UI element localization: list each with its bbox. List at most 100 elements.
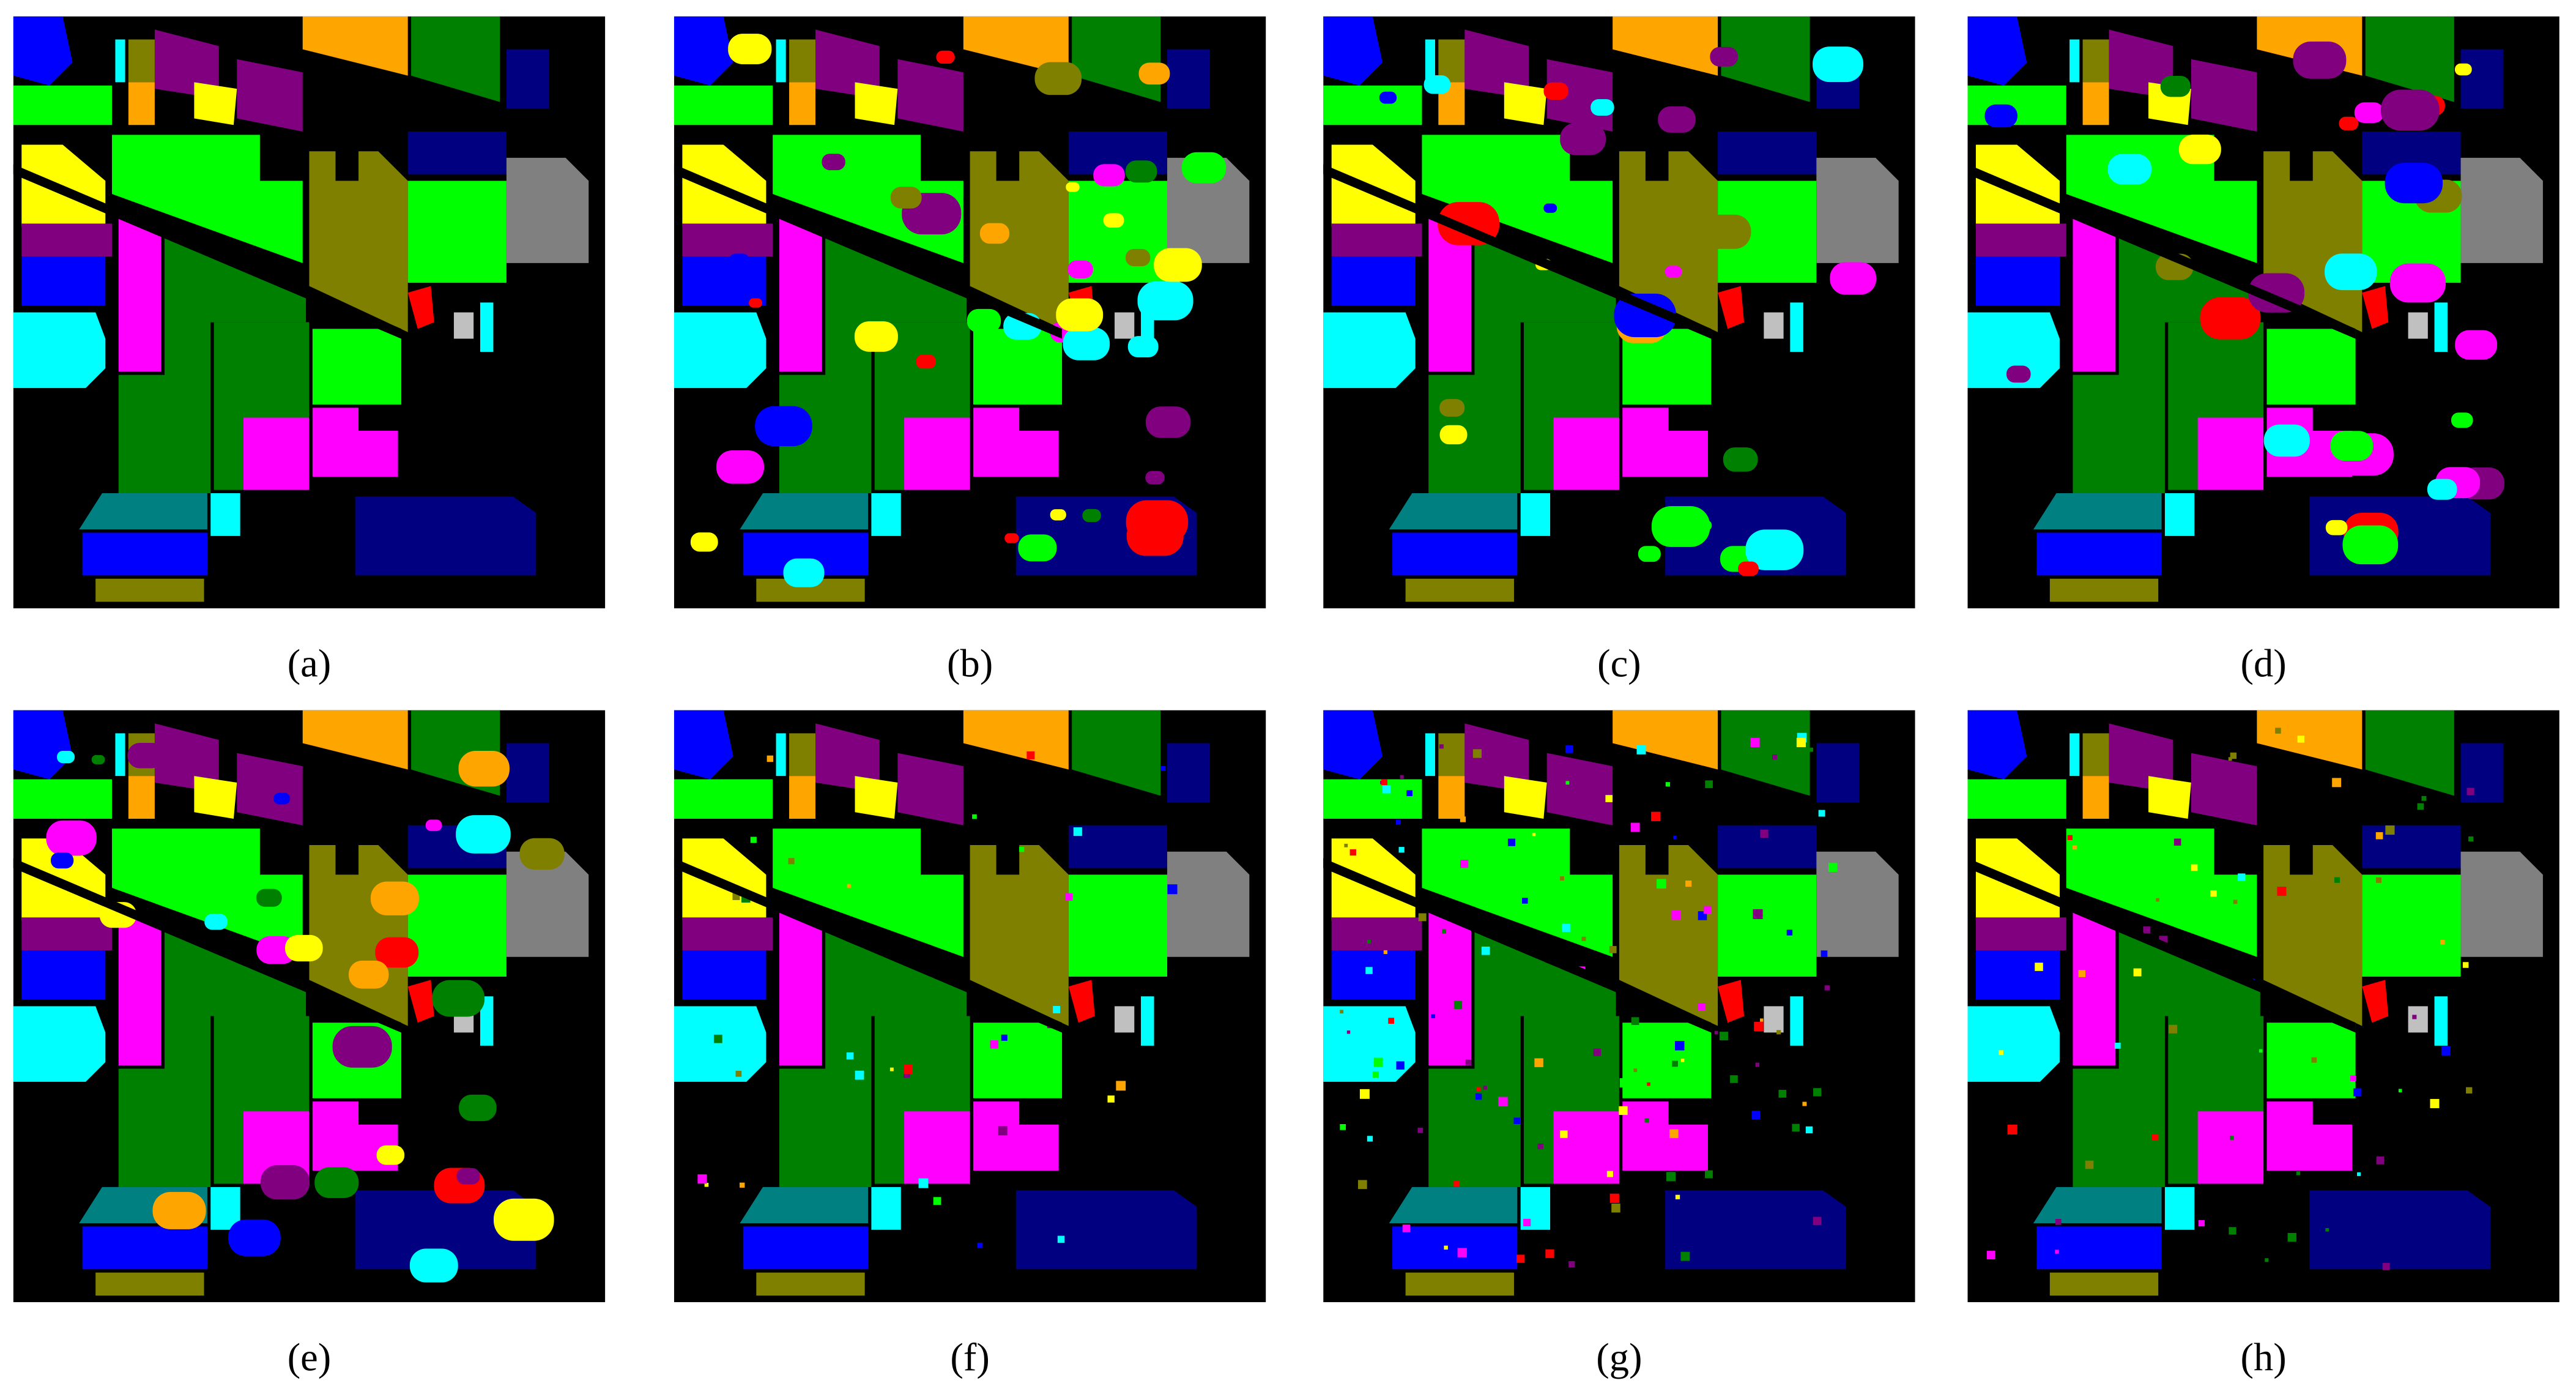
map-noise bbox=[1745, 529, 1804, 570]
panel-label: (c) bbox=[1597, 642, 1641, 685]
map-region bbox=[897, 59, 963, 132]
map-region bbox=[1721, 16, 1810, 102]
map-noise bbox=[1651, 506, 1710, 547]
map-noise bbox=[735, 1070, 742, 1077]
map-region bbox=[154, 723, 219, 793]
map-region bbox=[2365, 710, 2454, 796]
map-noise bbox=[2073, 845, 2077, 850]
map-noise bbox=[1344, 843, 1348, 848]
map-noise bbox=[788, 858, 795, 865]
map-noise bbox=[990, 1040, 999, 1049]
map-noise bbox=[967, 308, 1001, 333]
map-noise bbox=[2357, 1172, 2361, 1176]
map-region bbox=[1622, 408, 1708, 477]
map-region bbox=[2049, 578, 2159, 602]
map-noise bbox=[1671, 910, 1681, 920]
map-noise bbox=[2325, 520, 2348, 535]
map-region bbox=[82, 532, 207, 576]
map-noise bbox=[1349, 849, 1356, 856]
map-noise bbox=[2325, 1228, 2329, 1232]
map-noise bbox=[783, 558, 825, 587]
map-region bbox=[682, 223, 773, 257]
map-noise bbox=[1403, 986, 1410, 993]
map-noise bbox=[1543, 82, 1568, 100]
map-noise bbox=[1004, 533, 1019, 543]
map-noise bbox=[2191, 864, 2198, 871]
map-region bbox=[789, 82, 816, 125]
map-region bbox=[1068, 980, 1095, 1023]
map-region bbox=[1323, 312, 1416, 389]
map-noise bbox=[1560, 123, 1606, 155]
map-region bbox=[407, 874, 507, 977]
map-noise bbox=[2160, 75, 2191, 97]
map-noise bbox=[1181, 152, 1227, 184]
map-region bbox=[674, 16, 733, 86]
map-noise bbox=[1619, 1106, 1628, 1116]
map-region bbox=[2109, 723, 2173, 793]
map-region bbox=[118, 904, 161, 1066]
map-noise bbox=[349, 960, 389, 989]
map-noise bbox=[2055, 1250, 2059, 1254]
map-noise bbox=[1609, 1193, 1619, 1203]
map-noise bbox=[1750, 737, 1760, 747]
map-noise bbox=[729, 253, 750, 269]
map-noise bbox=[1824, 985, 1830, 991]
classification-map bbox=[13, 710, 606, 1302]
map-noise bbox=[1167, 884, 1178, 895]
map-noise bbox=[256, 889, 282, 907]
map-region bbox=[2073, 904, 2116, 1066]
map-region bbox=[237, 59, 303, 132]
classification-map bbox=[1323, 16, 1915, 609]
map-noise bbox=[2385, 163, 2443, 204]
map-region bbox=[13, 1006, 106, 1082]
map-region bbox=[1619, 845, 1718, 1026]
map-noise bbox=[1532, 832, 1536, 836]
map-noise bbox=[1381, 779, 1388, 786]
map-region bbox=[506, 851, 589, 957]
map-noise bbox=[2385, 825, 2395, 835]
map-region bbox=[674, 779, 773, 819]
map-noise bbox=[1396, 1061, 1405, 1070]
map-noise bbox=[1522, 898, 1528, 904]
map-noise bbox=[1481, 946, 1490, 955]
map-noise bbox=[2228, 757, 2232, 761]
map-region bbox=[674, 1006, 766, 1082]
map-noise bbox=[1388, 1018, 1395, 1024]
map-region bbox=[355, 1190, 536, 1270]
map-region bbox=[13, 16, 73, 86]
map-noise bbox=[933, 1197, 941, 1205]
map-region bbox=[1428, 210, 1472, 372]
map-region bbox=[740, 1187, 869, 1224]
map-noise bbox=[1019, 846, 1025, 852]
map-noise bbox=[2421, 795, 2427, 801]
map-region bbox=[2036, 1226, 2162, 1270]
map-region bbox=[2197, 417, 2264, 490]
map-noise bbox=[2263, 424, 2310, 457]
map-noise bbox=[1018, 534, 1057, 562]
map-noise bbox=[152, 1191, 206, 1229]
map-noise bbox=[1591, 99, 1614, 116]
map-noise bbox=[1056, 298, 1104, 332]
map-noise bbox=[1137, 281, 1193, 321]
map-noise bbox=[1559, 876, 1564, 881]
map-region bbox=[1520, 493, 1551, 536]
map-noise bbox=[1984, 104, 2017, 128]
map-noise bbox=[2265, 1258, 2269, 1262]
map-noise bbox=[2468, 836, 2474, 842]
map-region bbox=[2036, 532, 2162, 576]
map-noise bbox=[728, 34, 772, 64]
map-region bbox=[973, 408, 1059, 477]
map-region bbox=[674, 710, 733, 780]
map-noise bbox=[2342, 525, 2399, 565]
map-noise bbox=[1160, 766, 1165, 771]
map-noise bbox=[1723, 447, 1758, 472]
map-noise bbox=[1828, 863, 1838, 872]
map-region bbox=[2033, 1187, 2162, 1224]
map-region bbox=[776, 39, 786, 83]
map-noise bbox=[2156, 898, 2159, 902]
map-noise bbox=[1460, 816, 1466, 822]
map-noise bbox=[846, 1052, 854, 1060]
map-region bbox=[1392, 532, 1518, 576]
map-region bbox=[1167, 49, 1210, 109]
map-region bbox=[1718, 874, 1817, 977]
